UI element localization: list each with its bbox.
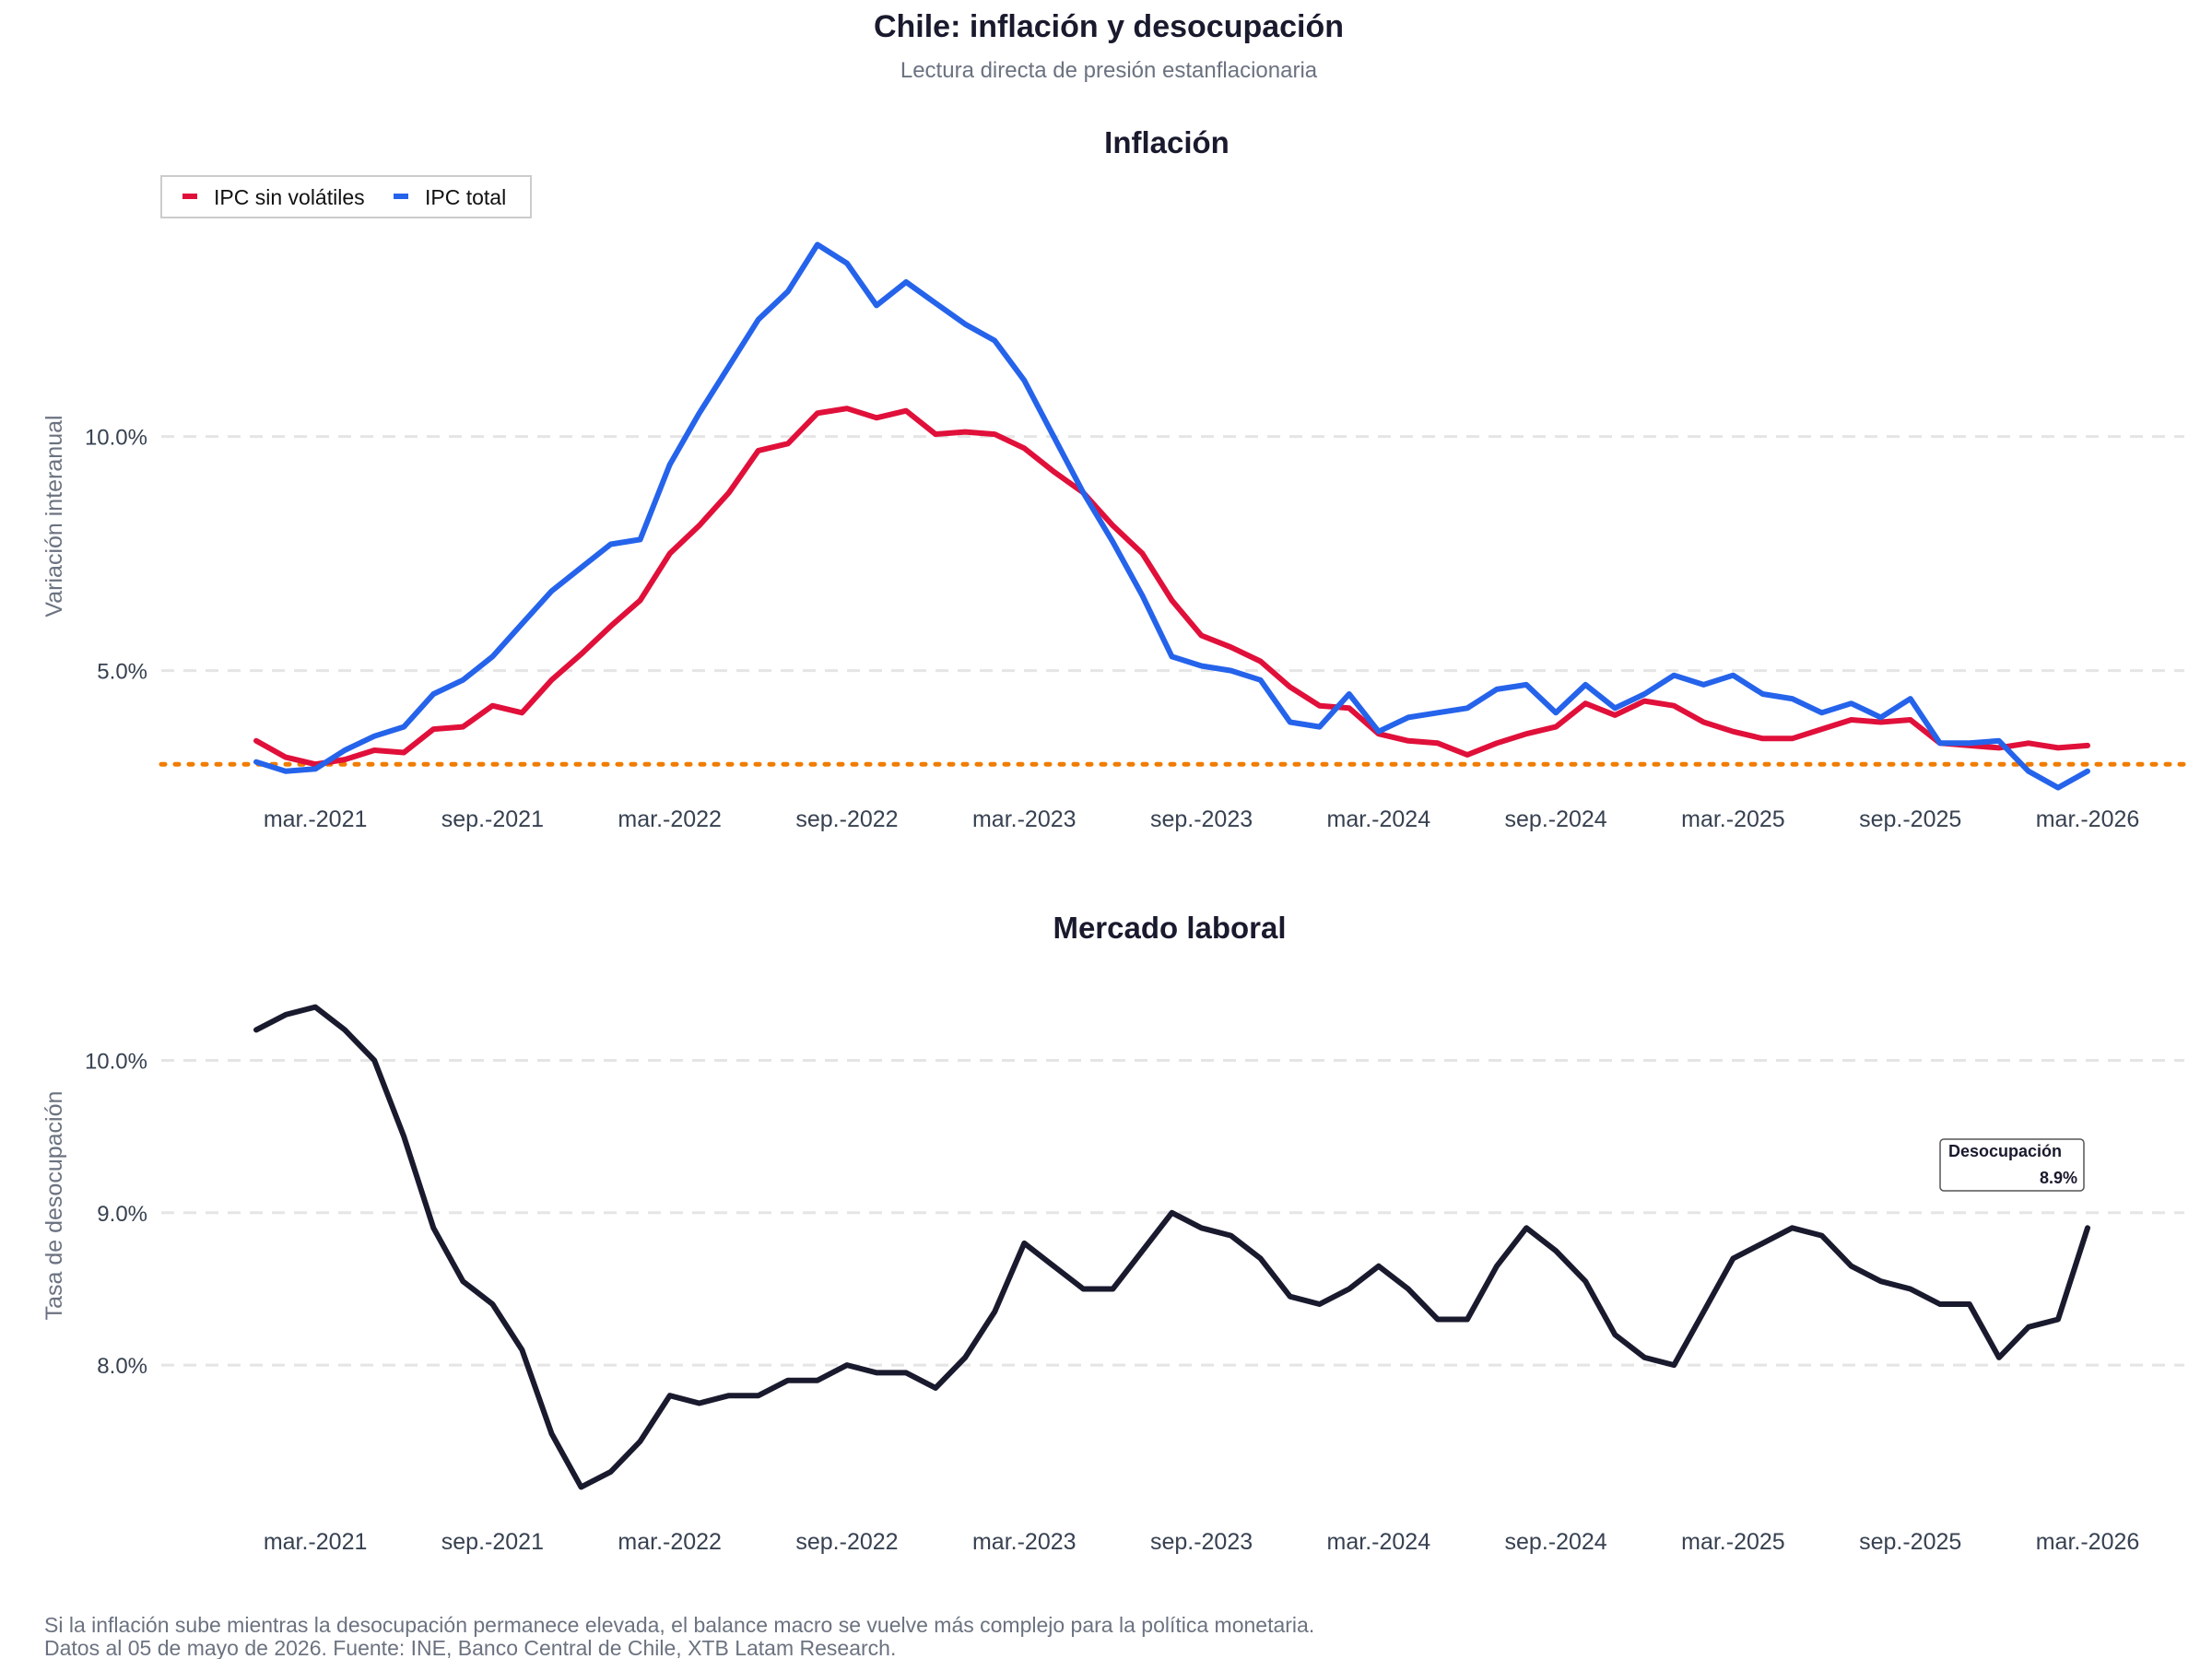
x-tick-label: mar.-2021	[264, 1529, 368, 1555]
legend-label-ipc-sin-volatiles: IPC sin volátiles	[214, 185, 365, 209]
annotation-value: 8.9%	[2040, 1169, 2077, 1187]
x-tick-label: sep.-2025	[1859, 806, 1961, 832]
inflation-panel: Inflación Variación interanual 5.0% 10.0%…	[41, 125, 2187, 832]
x-tick-label: mar.-2026	[2036, 806, 2140, 832]
y-tick-label: 10.0%	[85, 1049, 147, 1074]
x-tick-label: sep.-2024	[1505, 806, 1607, 832]
unemployment-annotation: Desocupación 8.9%	[1939, 1138, 2085, 1192]
inflation-gridlines	[161, 435, 2184, 673]
x-tick-label: sep.-2024	[1505, 1529, 1607, 1555]
x-tick-label: sep.-2022	[795, 1529, 898, 1555]
annotation-box	[1939, 1138, 2085, 1192]
figure-title: Chile: inflación y desocupación	[874, 9, 1344, 44]
x-tick-label: mar.-2023	[972, 1529, 1077, 1555]
inflation-y-axis-label: Variación interanual	[41, 415, 67, 617]
x-tick-label: mar.-2023	[972, 806, 1077, 832]
footer-note: Si la inflación sube mientras la desocup…	[44, 1613, 1314, 1637]
y-tick-label: 10.0%	[85, 426, 147, 451]
x-tick-label: mar.-2026	[2036, 1529, 2140, 1555]
x-tick-label: mar.-2024	[1327, 1529, 1431, 1555]
x-tick-label: sep.-2025	[1859, 1529, 1961, 1555]
labor-series	[253, 1004, 2090, 1490]
labor-panel: Mercado laboral Tasa de desocupación 8.0…	[41, 911, 2184, 1555]
inflation-x-ticks: mar.-2021 sep.-2021 mar.-2022 sep.-2022 mar.…	[264, 806, 2139, 832]
x-tick-label: sep.-2023	[1150, 1529, 1253, 1555]
inflation-y-ticks: 5.0% 10.0%	[85, 426, 147, 685]
series-line-desocupacion	[253, 1004, 2090, 1490]
labor-y-axis-label: Tasa de desocupación	[41, 1091, 67, 1321]
x-tick-label: mar.-2021	[264, 806, 368, 832]
figure-subtitle: Lectura directa de presión estanflaciona…	[900, 58, 1318, 83]
footer-source: Datos al 05 de mayo de 2026. Fuente: INE…	[44, 1636, 896, 1659]
labor-x-ticks: mar.-2021 sep.-2021 mar.-2022 sep.-2022 mar.…	[264, 1529, 2139, 1555]
labor-y-ticks: 8.0% 9.0% 10.0%	[85, 1049, 147, 1379]
labor-gridlines	[161, 1058, 2184, 1367]
inflation-legend: IPC sin volátiles IPC total	[160, 175, 532, 218]
y-tick-label: 8.0%	[97, 1354, 147, 1379]
x-tick-label: mar.-2024	[1327, 806, 1431, 832]
y-tick-label: 5.0%	[97, 660, 147, 685]
annotation-label: Desocupación	[1948, 1142, 2062, 1160]
x-tick-label: mar.-2025	[1681, 806, 1785, 832]
x-tick-label: mar.-2022	[618, 1529, 722, 1555]
inflation-series	[159, 241, 2187, 791]
x-tick-label: mar.-2022	[618, 806, 722, 832]
y-tick-label: 9.0%	[97, 1202, 147, 1227]
legend-label-ipc-total: IPC total	[425, 185, 506, 209]
inflation-panel-title: Inflación	[1104, 125, 1230, 159]
series-line-ipc-total	[253, 241, 2090, 791]
x-tick-label: mar.-2025	[1681, 1529, 1785, 1555]
x-tick-label: sep.-2022	[795, 806, 898, 832]
x-tick-label: sep.-2021	[441, 806, 544, 832]
labor-panel-title: Mercado laboral	[1053, 911, 1286, 945]
series-line-ipc-sin-volatiles	[253, 406, 2090, 768]
legend-box	[160, 175, 532, 218]
x-tick-label: sep.-2023	[1150, 806, 1253, 832]
x-tick-label: sep.-2021	[441, 1529, 544, 1555]
